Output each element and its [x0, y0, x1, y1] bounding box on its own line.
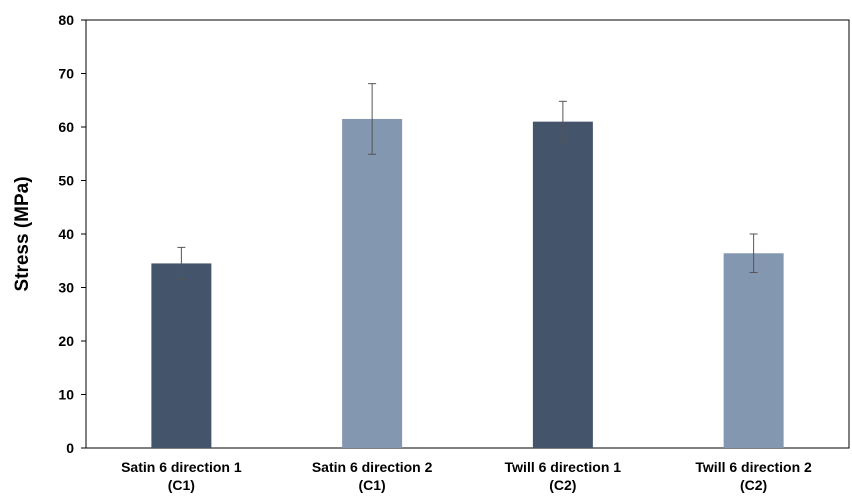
y-axis-label: Stress (MPa): [12, 176, 33, 291]
y-tick-label: 60: [58, 119, 74, 135]
y-tick-label: 10: [58, 387, 74, 403]
bar: [151, 263, 212, 448]
y-tick-label: 70: [58, 66, 74, 82]
x-tick-label: Twill 6 direction 2 (C2): [695, 459, 812, 493]
y-tick-label: 50: [58, 173, 74, 189]
y-tick-label: 0: [66, 440, 74, 456]
y-tick-label: 20: [58, 333, 74, 349]
bar: [532, 121, 593, 449]
error-bar: [368, 83, 377, 155]
bar: [723, 253, 784, 448]
x-tick-label: Satin 6 direction 2 (C1): [312, 459, 433, 493]
x-tick-label: Satin 6 direction 1 (C1): [121, 459, 242, 493]
error-bar: [177, 246, 186, 280]
bar: [342, 118, 403, 448]
error-bar: [558, 100, 567, 143]
error-bar: [749, 233, 758, 274]
x-tick-label: Twill 6 direction 1 (C2): [505, 459, 622, 493]
y-tick-label: 40: [58, 226, 74, 242]
y-tick-label: 30: [58, 280, 74, 296]
y-tick-label: 80: [58, 12, 74, 28]
